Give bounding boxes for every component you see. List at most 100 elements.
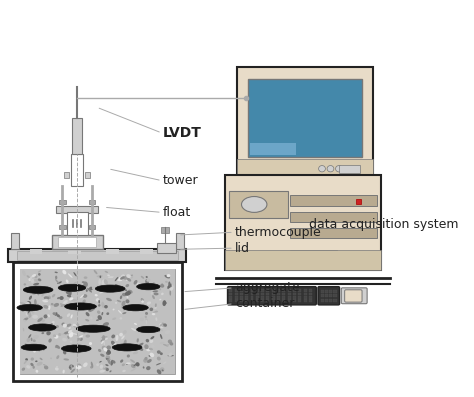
- Ellipse shape: [143, 366, 145, 369]
- Ellipse shape: [121, 344, 125, 349]
- Ellipse shape: [66, 324, 71, 327]
- Ellipse shape: [73, 326, 77, 328]
- Ellipse shape: [145, 316, 147, 318]
- Ellipse shape: [119, 317, 122, 320]
- Ellipse shape: [62, 345, 91, 352]
- Bar: [297, 177, 313, 191]
- Bar: [256, 293, 259, 295]
- Ellipse shape: [98, 279, 101, 285]
- Ellipse shape: [111, 341, 115, 345]
- Ellipse shape: [46, 331, 51, 335]
- Ellipse shape: [104, 341, 105, 346]
- Ellipse shape: [130, 359, 135, 363]
- Ellipse shape: [152, 295, 155, 299]
- Ellipse shape: [106, 351, 110, 355]
- Ellipse shape: [161, 293, 164, 295]
- Ellipse shape: [120, 295, 122, 299]
- Ellipse shape: [68, 327, 71, 329]
- Bar: [245, 293, 248, 295]
- Ellipse shape: [53, 312, 56, 315]
- Ellipse shape: [85, 319, 89, 322]
- Ellipse shape: [145, 357, 147, 360]
- Ellipse shape: [168, 339, 172, 343]
- Bar: [293, 289, 296, 292]
- Ellipse shape: [95, 285, 125, 292]
- Bar: [229, 191, 288, 218]
- Text: thermocouple: thermocouple: [235, 226, 322, 239]
- Ellipse shape: [100, 290, 105, 293]
- Bar: [291, 250, 337, 258]
- Ellipse shape: [107, 358, 111, 364]
- Ellipse shape: [86, 289, 88, 292]
- Bar: [261, 299, 264, 302]
- Ellipse shape: [38, 270, 41, 272]
- Ellipse shape: [100, 365, 104, 370]
- Bar: [309, 289, 312, 292]
- Ellipse shape: [137, 338, 139, 343]
- Bar: [329, 290, 332, 293]
- Bar: [229, 299, 232, 302]
- Ellipse shape: [31, 357, 34, 361]
- Ellipse shape: [160, 329, 163, 331]
- Ellipse shape: [58, 333, 61, 336]
- Bar: [140, 249, 153, 254]
- Bar: [272, 293, 275, 295]
- Ellipse shape: [88, 309, 91, 312]
- Bar: [161, 227, 170, 233]
- Bar: [235, 299, 237, 302]
- Ellipse shape: [104, 305, 108, 308]
- Ellipse shape: [28, 314, 31, 318]
- Ellipse shape: [83, 371, 87, 373]
- Bar: [261, 293, 264, 295]
- Ellipse shape: [126, 274, 131, 278]
- Bar: [256, 296, 259, 299]
- Ellipse shape: [101, 302, 105, 308]
- Bar: [309, 296, 312, 299]
- Ellipse shape: [107, 350, 111, 354]
- Ellipse shape: [43, 364, 46, 366]
- Ellipse shape: [135, 349, 137, 351]
- Ellipse shape: [28, 308, 31, 313]
- Ellipse shape: [48, 305, 50, 310]
- Ellipse shape: [55, 312, 57, 316]
- Ellipse shape: [33, 366, 35, 369]
- Ellipse shape: [96, 298, 100, 302]
- Ellipse shape: [164, 275, 170, 278]
- Ellipse shape: [38, 349, 40, 351]
- Bar: [325, 290, 328, 293]
- Ellipse shape: [63, 270, 66, 274]
- Ellipse shape: [38, 273, 41, 276]
- Ellipse shape: [24, 360, 27, 364]
- Ellipse shape: [106, 358, 110, 361]
- Ellipse shape: [162, 283, 164, 287]
- Ellipse shape: [117, 300, 121, 303]
- Bar: [333, 299, 337, 302]
- Ellipse shape: [169, 285, 173, 291]
- Ellipse shape: [127, 278, 131, 281]
- Ellipse shape: [106, 345, 111, 350]
- Ellipse shape: [82, 299, 86, 303]
- Ellipse shape: [160, 284, 164, 288]
- Ellipse shape: [70, 341, 73, 343]
- Ellipse shape: [43, 344, 45, 347]
- Ellipse shape: [100, 370, 105, 373]
- Ellipse shape: [145, 312, 148, 315]
- Ellipse shape: [162, 322, 164, 327]
- Ellipse shape: [123, 304, 148, 311]
- Bar: [68, 249, 81, 254]
- Ellipse shape: [34, 275, 37, 278]
- Ellipse shape: [131, 275, 133, 276]
- Ellipse shape: [127, 355, 130, 358]
- Ellipse shape: [123, 276, 128, 280]
- Ellipse shape: [83, 362, 88, 367]
- Ellipse shape: [56, 325, 59, 328]
- Bar: [251, 293, 254, 295]
- Bar: [329, 299, 332, 302]
- Bar: [17, 251, 178, 260]
- Ellipse shape: [25, 344, 27, 345]
- Ellipse shape: [42, 319, 45, 322]
- Bar: [266, 296, 269, 299]
- Bar: [20, 269, 174, 374]
- Ellipse shape: [26, 302, 30, 306]
- Ellipse shape: [119, 333, 123, 337]
